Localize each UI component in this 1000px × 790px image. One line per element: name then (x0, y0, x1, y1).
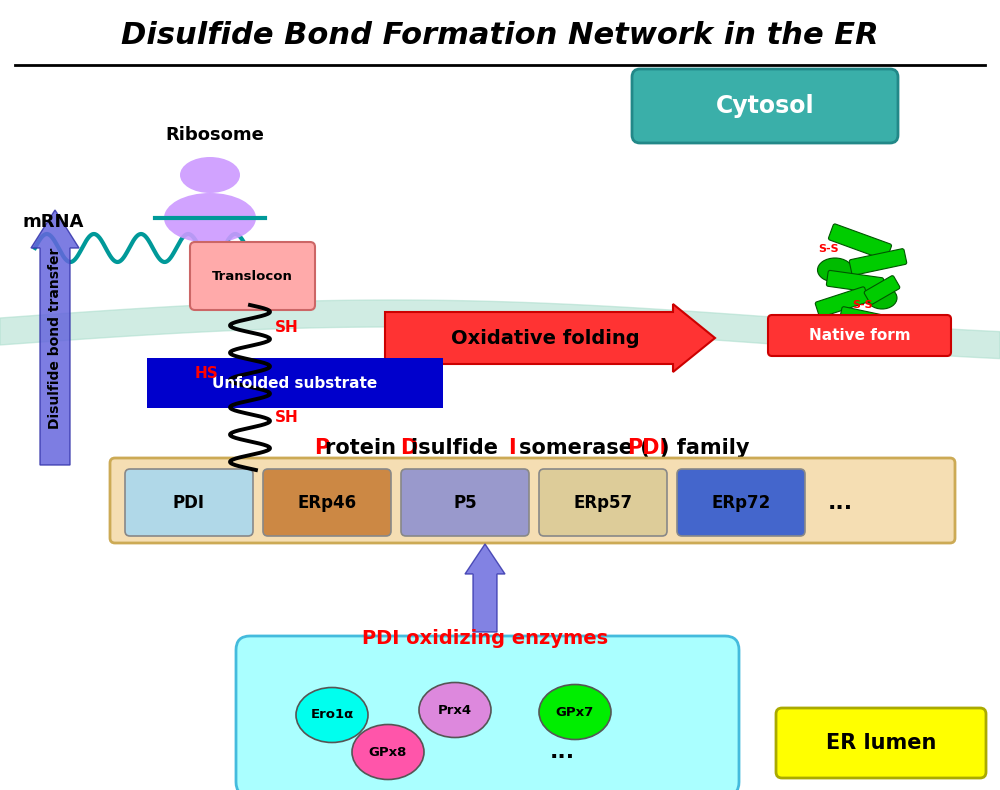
Ellipse shape (180, 157, 240, 193)
FancyBboxPatch shape (839, 307, 897, 333)
FancyBboxPatch shape (677, 469, 805, 536)
Text: somerase (: somerase ( (519, 438, 650, 458)
Text: Ero1α: Ero1α (310, 709, 354, 721)
Text: isulfide: isulfide (411, 438, 505, 458)
FancyBboxPatch shape (401, 469, 529, 536)
FancyBboxPatch shape (147, 358, 443, 408)
Text: Unfolded substrate: Unfolded substrate (212, 375, 378, 390)
Text: PDI oxidizing enzymes: PDI oxidizing enzymes (362, 629, 608, 648)
FancyBboxPatch shape (190, 242, 315, 310)
FancyArrow shape (465, 544, 505, 632)
FancyBboxPatch shape (236, 636, 739, 790)
FancyBboxPatch shape (125, 469, 253, 536)
Text: SH: SH (275, 410, 299, 425)
Text: Disulfide bond transfer: Disulfide bond transfer (48, 247, 62, 429)
Text: mRNA: mRNA (22, 213, 83, 231)
FancyBboxPatch shape (776, 708, 986, 778)
FancyBboxPatch shape (815, 287, 869, 317)
Text: Native form: Native form (809, 328, 911, 343)
Ellipse shape (419, 683, 491, 738)
FancyBboxPatch shape (263, 469, 391, 536)
Text: ...: ... (549, 742, 575, 762)
Text: ) family: ) family (660, 438, 749, 458)
FancyBboxPatch shape (849, 249, 907, 275)
FancyBboxPatch shape (864, 276, 900, 304)
Text: P5: P5 (453, 494, 477, 511)
FancyBboxPatch shape (539, 469, 667, 536)
Text: ...: ... (827, 492, 853, 513)
Ellipse shape (164, 193, 256, 243)
FancyBboxPatch shape (826, 270, 884, 294)
Text: SH: SH (275, 320, 299, 335)
Text: PDI: PDI (173, 494, 205, 511)
Text: Translocon: Translocon (212, 269, 292, 283)
Text: S-S: S-S (818, 244, 839, 254)
FancyArrow shape (31, 210, 79, 465)
FancyBboxPatch shape (768, 315, 951, 356)
Text: P: P (314, 438, 329, 458)
FancyBboxPatch shape (828, 224, 892, 260)
Text: ERp46: ERp46 (297, 494, 357, 511)
Text: S-S: S-S (852, 300, 873, 310)
Text: Prx4: Prx4 (438, 704, 472, 717)
Text: GPx8: GPx8 (369, 746, 407, 758)
Ellipse shape (296, 687, 368, 743)
Text: Cytosol: Cytosol (716, 94, 814, 118)
Ellipse shape (539, 684, 611, 739)
Ellipse shape (352, 724, 424, 780)
Text: GPx7: GPx7 (556, 705, 594, 718)
Text: PDI: PDI (627, 438, 667, 458)
Text: D: D (400, 438, 418, 458)
Text: ERp72: ERp72 (711, 494, 771, 511)
FancyArrow shape (385, 304, 715, 372)
Text: ER lumen: ER lumen (826, 733, 936, 753)
FancyBboxPatch shape (110, 458, 955, 543)
Text: Ribosome: Ribosome (166, 126, 264, 144)
Text: Oxidative folding: Oxidative folding (451, 329, 639, 348)
Text: HS: HS (195, 366, 219, 381)
Text: ERp57: ERp57 (573, 494, 633, 511)
Text: I: I (508, 438, 516, 458)
Text: rotein: rotein (325, 438, 403, 458)
FancyBboxPatch shape (632, 69, 898, 143)
Ellipse shape (867, 287, 897, 309)
Ellipse shape (818, 258, 852, 282)
Text: Disulfide Bond Formation Network in the ER: Disulfide Bond Formation Network in the … (121, 21, 879, 50)
